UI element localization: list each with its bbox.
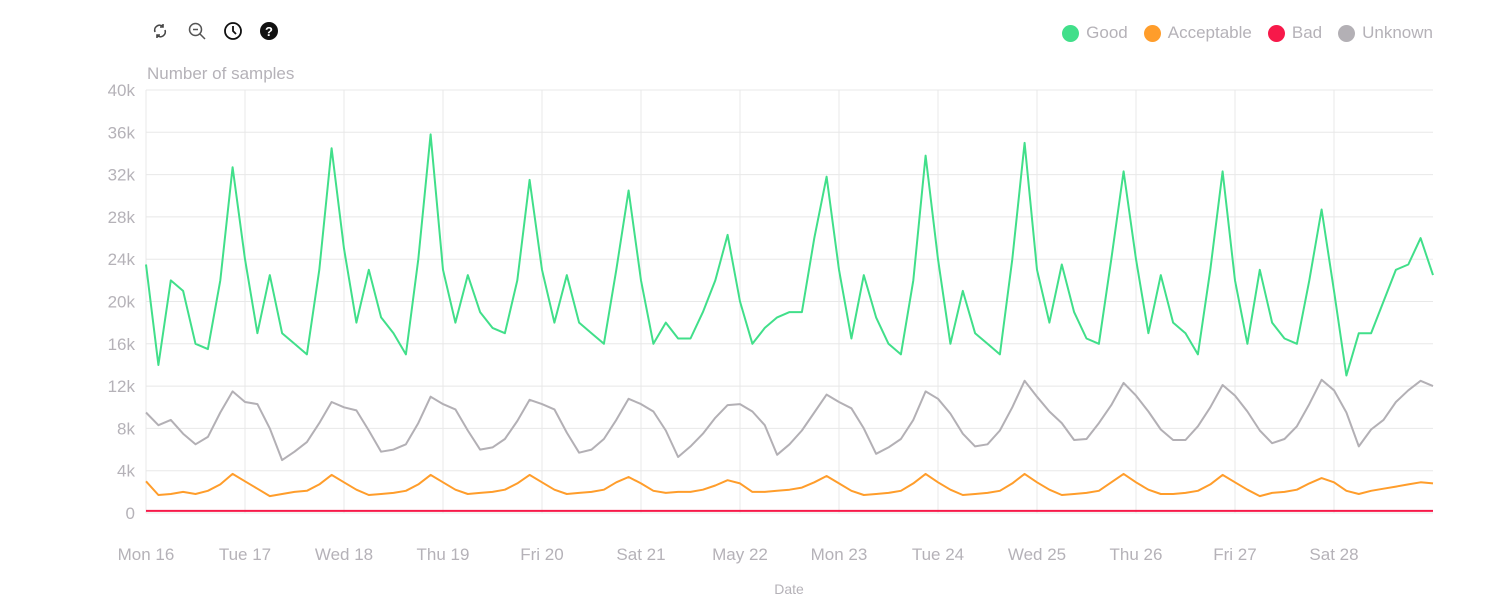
x-tick-label: Tue 24 xyxy=(912,545,964,564)
svg-text:?: ? xyxy=(265,24,273,39)
legend-item-good[interactable]: Good xyxy=(1062,23,1128,43)
help-button[interactable]: ? xyxy=(259,21,279,41)
zoom-out-icon xyxy=(188,22,206,40)
x-tick-label: Tue 17 xyxy=(219,545,271,564)
x-tick-label: Fri 27 xyxy=(1213,545,1256,564)
y-tick-label: 4k xyxy=(117,462,135,481)
x-tick-label: Sat 21 xyxy=(616,545,665,564)
good-dot-icon xyxy=(1062,24,1080,42)
legend-label: Acceptable xyxy=(1167,23,1252,42)
x-tick-label: Fri 20 xyxy=(520,545,563,564)
y-tick-label: 36k xyxy=(108,123,136,142)
bad-dot-icon xyxy=(1267,24,1285,42)
y-axis-label: Number of samples xyxy=(147,64,295,83)
clock-icon xyxy=(224,22,242,40)
legend-label: Unknown xyxy=(1362,23,1433,42)
time-range-button[interactable] xyxy=(223,21,243,41)
legend-item-unknown[interactable]: Unknown xyxy=(1338,23,1433,43)
legend-label: Good xyxy=(1086,23,1128,42)
legend-item-bad[interactable]: Bad xyxy=(1267,23,1323,43)
series-line-unknown[interactable] xyxy=(145,378,1434,462)
y-tick-label: 32k xyxy=(108,166,136,185)
y-tick-label: 0 xyxy=(126,504,135,523)
series-line-acceptable[interactable] xyxy=(145,472,1434,498)
y-tick-label: 8k xyxy=(117,419,135,438)
x-tick-label: Wed 18 xyxy=(315,545,373,564)
y-tick-label: 24k xyxy=(108,250,136,269)
series-line-good[interactable] xyxy=(145,133,1434,377)
y-tick-label: 16k xyxy=(108,335,136,354)
y-tick-label: 40k xyxy=(108,81,136,100)
x-tick-label: Thu 26 xyxy=(1110,545,1163,564)
chart-legend: Good Acceptable Bad Unknown xyxy=(1062,23,1433,43)
zoom-out-button[interactable] xyxy=(187,21,207,41)
x-tick-label: Sat 28 xyxy=(1309,545,1358,564)
x-tick-label: Mon 23 xyxy=(811,545,868,564)
y-tick-label: 20k xyxy=(108,293,136,312)
x-tick-label: Thu 19 xyxy=(417,545,470,564)
x-tick-label: Wed 25 xyxy=(1008,545,1066,564)
y-tick-label: 12k xyxy=(108,377,136,396)
legend-label: Bad xyxy=(1291,23,1323,42)
help-icon: ? xyxy=(260,22,278,40)
refresh-icon xyxy=(153,24,167,38)
refresh-button[interactable] xyxy=(150,21,170,41)
legend-item-acceptable[interactable]: Acceptable xyxy=(1143,23,1252,43)
x-axis-label: Date xyxy=(774,581,804,597)
acceptable-dot-icon xyxy=(1143,24,1161,42)
x-tick-label: May 22 xyxy=(712,545,768,564)
y-tick-label: 28k xyxy=(108,208,136,227)
x-tick-label: Mon 16 xyxy=(118,545,175,564)
unknown-dot-icon xyxy=(1338,24,1356,42)
